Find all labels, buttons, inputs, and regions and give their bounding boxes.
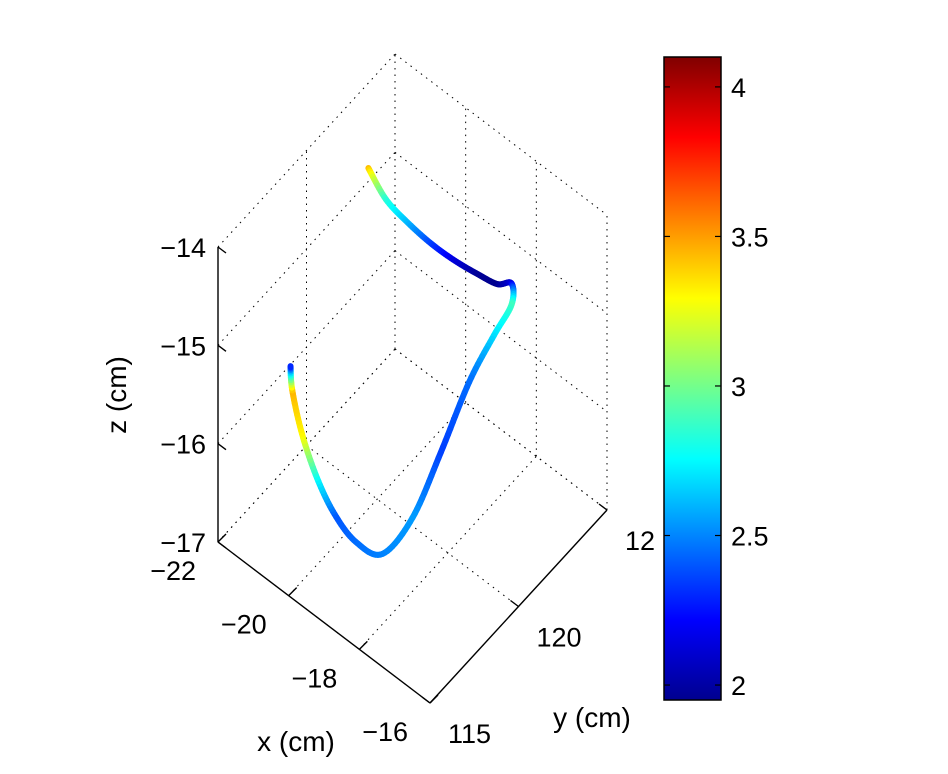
x-tick-label: −22 [150, 556, 196, 586]
axes-frame [217, 246, 608, 704]
grid-line-y-floor [306, 445, 519, 607]
grid-line-z-back [394, 151, 608, 314]
y-axis-label: y (cm) [553, 702, 631, 733]
x-tick-label: −20 [221, 610, 267, 640]
x-tick-label: −16 [362, 717, 408, 747]
grid-line-z-back [394, 250, 608, 413]
y-tick-mark [421, 696, 431, 704]
x-tick-mark [358, 640, 368, 650]
grid-line-z-left [217, 151, 396, 346]
z-tick-label: −16 [160, 430, 206, 460]
z-tick-label: −14 [160, 233, 206, 263]
x-axis-label: x (cm) [257, 726, 335, 757]
grid-line-z-back [394, 53, 608, 216]
colorbar-tick-label: 3 [731, 372, 746, 402]
y-tick-mark [510, 599, 519, 608]
y-tick-label: 115 [448, 719, 491, 749]
grid-line-z-left [217, 250, 396, 445]
z-tick-mark [217, 541, 227, 549]
z-axis-label: z (cm) [101, 356, 132, 434]
grid-line-x-floor [358, 455, 537, 650]
y-tick-label: 12 [625, 526, 655, 556]
trajectory-curve [287, 165, 517, 558]
x-tick-mark [429, 694, 439, 704]
z-tick-label: −15 [160, 331, 206, 361]
grid-line-z-left [217, 53, 396, 248]
tick-labels: −14 −15 −16 −17−22 −20 −18 −16 115 120 12 [150, 233, 655, 749]
colorbar-tick-label: 4 [731, 73, 746, 103]
x-axis-line [217, 541, 431, 704]
grid-line-x-floor [288, 402, 467, 597]
z-tick-mark [217, 246, 227, 254]
colorbar-tick-label: 3.5 [731, 222, 769, 252]
x-tick-label: −18 [292, 663, 338, 693]
z-tick-label: −17 [160, 528, 206, 558]
x-tick-mark [217, 533, 227, 543]
z-tick-mark [217, 443, 227, 451]
colorbar [663, 56, 722, 701]
colorbar-tick-label: 2 [731, 671, 746, 701]
x-tick-mark [288, 587, 298, 597]
z-tick-mark [217, 344, 227, 352]
grid-line-y-floor [394, 348, 608, 511]
y-tick-mark [598, 503, 608, 511]
colorbar-ticks: 2 2.5 3 3.5 4 [664, 73, 769, 701]
grid-lines [217, 53, 608, 704]
y-tick-label: 120 [537, 623, 582, 653]
colorbar-tick-label: 2.5 [731, 522, 769, 552]
